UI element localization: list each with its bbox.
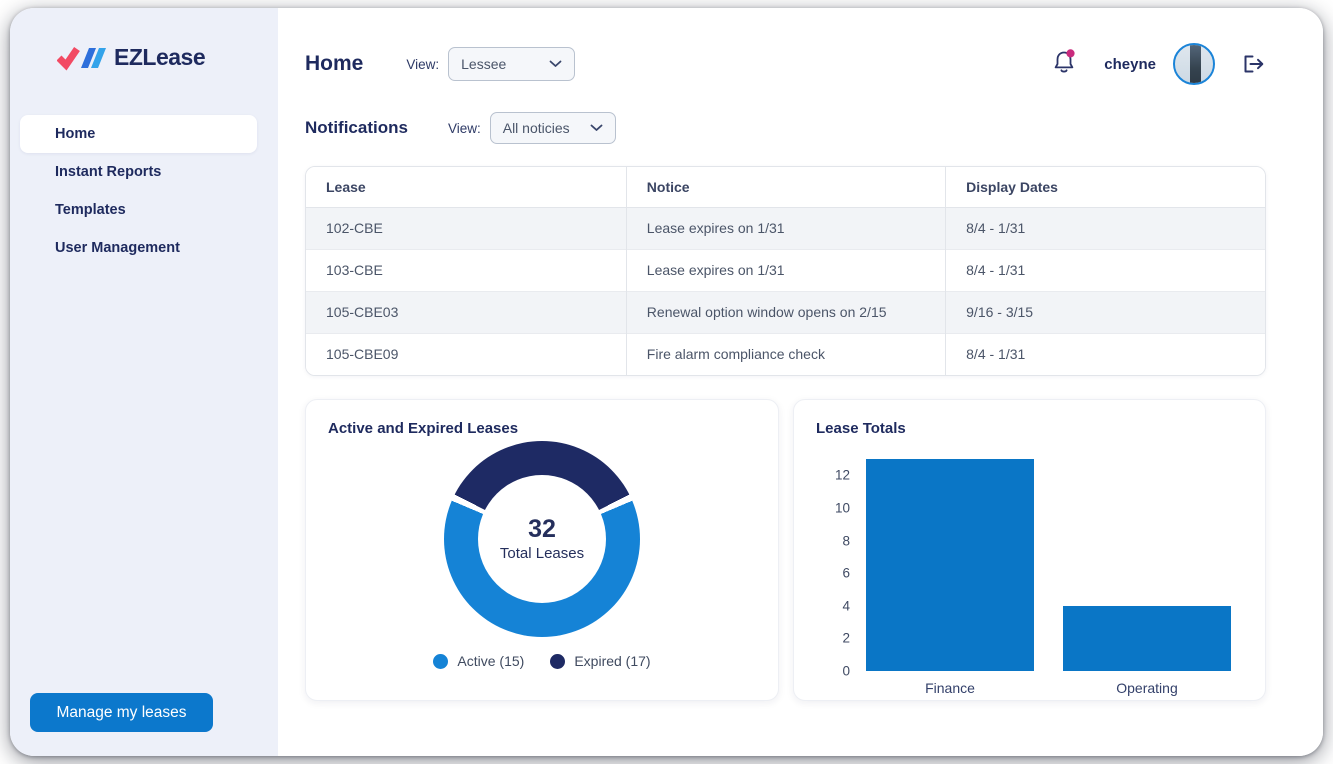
cell-lease: 105-CBE03 — [306, 290, 627, 333]
total-leases-label: Total Leases — [499, 544, 585, 562]
y-tick-label: 2 — [842, 630, 850, 646]
notices-filter-select[interactable]: All noticies — [489, 112, 616, 144]
y-tick-label: 0 — [842, 663, 850, 679]
bar-chart-xlabels: Finance Operating — [860, 680, 1237, 696]
sidebar-item-label: Instant Reports — [55, 164, 162, 180]
notifications-header-row: Notifications View: All noticies — [305, 112, 1266, 144]
legend-item-active: Active (15) — [433, 653, 524, 669]
y-tick-label: 12 — [834, 467, 850, 483]
top-bar: Home View: Lessee cheyne — [305, 43, 1266, 85]
table-row[interactable]: 102-CBE Lease expires on 1/31 8/4 - 1/31 — [306, 207, 1265, 249]
expired-legend-dot — [550, 653, 566, 669]
xlabel-finance: Finance — [925, 680, 975, 696]
top-bar-right: cheyne — [1051, 43, 1266, 85]
cell-notice: Fire alarm compliance check — [625, 332, 946, 375]
ezlease-check-icon — [57, 46, 106, 70]
notices-view-label: View: — [447, 120, 481, 136]
cell-notice: Lease expires on 1/31 — [625, 207, 946, 249]
sidebar-item-label: Home — [55, 126, 96, 142]
page-title: Home — [305, 52, 364, 75]
cell-lease: 105-CBE09 — [306, 332, 627, 375]
donut-legend: Active (15) Expired (17) — [328, 653, 756, 669]
bar-chart-yaxis: 0 2 4 6 8 10 12 — [824, 459, 850, 679]
cell-notice: Renewal option window opens on 2/15 — [625, 290, 946, 333]
lease-totals-card: Lease Totals 0 2 4 6 8 10 12 Finance Operatin — [793, 399, 1266, 701]
column-header-notice: Notice — [625, 167, 946, 208]
view-label: View: — [406, 56, 440, 72]
y-tick-label: 6 — [842, 565, 850, 581]
bar-column-finance — [866, 459, 1034, 671]
cell-dates: 9/16 - 3/15 — [945, 290, 1265, 333]
cell-dates: 8/4 - 1/31 — [945, 248, 1265, 291]
chevron-down-icon — [549, 60, 562, 67]
xlabel-operating: Operating — [1116, 680, 1178, 696]
avatar[interactable] — [1173, 43, 1215, 85]
table-header-row: Lease Notice Display Dates — [306, 167, 1265, 208]
chevron-down-icon — [590, 124, 603, 131]
active-legend-dot — [433, 653, 449, 669]
bar-chart: 0 2 4 6 8 10 12 — [835, 459, 1237, 679]
cell-dates: 8/4 - 1/31 — [945, 332, 1265, 375]
logout-icon — [1244, 55, 1264, 73]
bar-chart-title: Lease Totals — [816, 420, 906, 437]
operating-bar — [1063, 605, 1231, 671]
active-expired-leases-card: Active and Expired Leases 32 Total Lease… — [305, 399, 779, 701]
manage-my-leases-button[interactable]: Manage my leases — [30, 693, 213, 732]
sidebar-item-label: Templates — [55, 202, 126, 218]
sidebar: EZLease Home Instant Reports Templates U… — [10, 8, 278, 756]
username: cheyne — [1104, 55, 1156, 73]
table-row[interactable]: 105-CBE09 Fire alarm compliance check 8/… — [306, 332, 1265, 375]
donut-center: 32 Total Leases — [478, 475, 606, 603]
column-header-lease: Lease — [306, 167, 627, 208]
cell-notice: Lease expires on 1/31 — [625, 248, 946, 291]
notices-filter-value: All noticies — [502, 120, 570, 136]
sidebar-item-instant-reports[interactable]: Instant Reports — [20, 153, 257, 191]
cell-lease: 102-CBE — [306, 207, 627, 249]
sidebar-nav: Home Instant Reports Templates User Mana… — [20, 115, 257, 267]
donut-chart-title: Active and Expired Leases — [328, 420, 519, 437]
table-row[interactable]: 103-CBE Lease expires on 1/31 8/4 - 1/31 — [306, 248, 1265, 291]
avatar-photo — [1190, 45, 1201, 83]
bell-icon — [1054, 49, 1075, 73]
donut-chart: 32 Total Leases — [444, 441, 640, 637]
view-select[interactable]: Lessee — [448, 47, 576, 81]
sidebar-item-home[interactable]: Home — [20, 115, 257, 153]
cell-lease: 103-CBE — [306, 248, 627, 291]
legend-label: Expired (17) — [574, 653, 651, 669]
logout-button[interactable] — [1241, 52, 1266, 76]
main-content: Home View: Lessee cheyne — [278, 8, 1323, 756]
total-leases-value: 32 — [528, 515, 556, 544]
brand-logo: EZLease — [57, 44, 257, 71]
table-row[interactable]: 105-CBE03 Renewal option window opens on… — [306, 290, 1265, 333]
y-tick-label: 10 — [834, 500, 850, 516]
notifications-title: Notifications — [305, 118, 408, 137]
cell-dates: 8/4 - 1/31 — [945, 207, 1265, 249]
bar-chart-plot — [860, 459, 1237, 671]
y-tick-label: 8 — [842, 533, 850, 549]
app-window: EZLease Home Instant Reports Templates U… — [10, 8, 1323, 756]
finance-bar — [866, 459, 1034, 671]
notifications-bell-button[interactable] — [1051, 48, 1077, 80]
sidebar-item-label: User Management — [55, 240, 180, 256]
notifications-table: Lease Notice Display Dates 102-CBE Lease… — [305, 166, 1266, 376]
sidebar-item-user-management[interactable]: User Management — [20, 229, 257, 267]
y-tick-label: 4 — [842, 598, 850, 614]
bar-column-operating — [1063, 459, 1231, 671]
legend-item-expired: Expired (17) — [550, 653, 651, 669]
legend-label: Active (15) — [457, 653, 525, 669]
charts-row: Active and Expired Leases 32 Total Lease… — [305, 399, 1266, 701]
donut-chart-area: 32 Total Leases — [328, 437, 756, 637]
column-header-display-dates: Display Dates — [945, 167, 1265, 208]
view-select-value: Lessee — [461, 56, 507, 72]
notification-dot — [1066, 49, 1075, 58]
brand-name: EZLease — [114, 44, 206, 70]
sidebar-item-templates[interactable]: Templates — [20, 191, 257, 229]
